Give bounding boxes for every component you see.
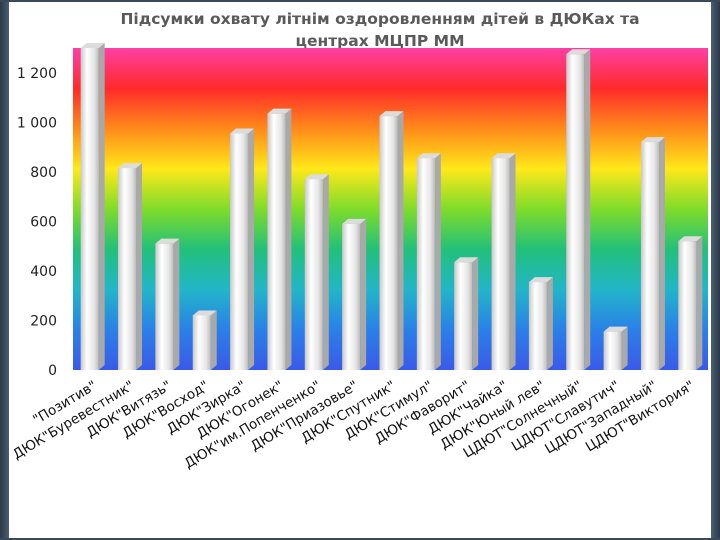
- bar-side: [397, 111, 404, 370]
- bar-top: [80, 43, 105, 48]
- chart-title-line-2: центрах МЦПР ММ: [295, 32, 465, 50]
- bar-front: [379, 116, 398, 370]
- slide-frame-top: [0, 0, 720, 2]
- bar: [491, 153, 516, 370]
- bar-top: [566, 49, 591, 55]
- y-tick-label: 200: [30, 313, 57, 329]
- bar-top: [603, 326, 628, 332]
- bar-front: [192, 315, 211, 370]
- bar: [678, 236, 703, 370]
- bar-top: [416, 153, 441, 159]
- bar-front: [528, 282, 547, 370]
- x-axis: "Позитив"ДЮК"Буревестник"ДЮК"Витязь"ДЮК"…: [10, 378, 697, 472]
- bar-side: [248, 128, 255, 370]
- chart-title-line-1: Підсумки охвату літнім оздоровленням діт…: [120, 10, 640, 28]
- bar: [342, 218, 367, 370]
- bar: [80, 43, 105, 370]
- bar-front: [342, 223, 361, 370]
- y-axis: 0 200 400 600 800 1 000 1 200: [17, 66, 57, 379]
- bar-side: [285, 108, 292, 370]
- bar: [566, 49, 591, 370]
- bar-front: [80, 48, 99, 370]
- bar-front: [304, 179, 323, 370]
- bar-side: [434, 153, 441, 370]
- bar-side: [98, 43, 105, 370]
- bar-front: [230, 133, 249, 370]
- bar-side: [210, 310, 217, 370]
- y-tick-label: 1 200: [17, 66, 57, 82]
- bar-front: [566, 54, 585, 370]
- bar: [230, 128, 255, 370]
- bar-top: [491, 153, 516, 159]
- y-tick-label: 600: [30, 214, 57, 230]
- bar-top: [379, 111, 404, 117]
- bar-top: [528, 277, 553, 283]
- bar: [640, 137, 665, 370]
- bar: [267, 108, 292, 370]
- bar-top: [267, 108, 292, 114]
- bar-front: [678, 241, 697, 370]
- slide-frame-bottom: [0, 538, 720, 540]
- bar: [454, 257, 479, 370]
- slide-frame-left: [0, 0, 9, 540]
- bar-top: [454, 257, 479, 263]
- bar: [416, 153, 441, 370]
- bar: [118, 163, 143, 370]
- bar-side: [658, 137, 665, 370]
- bar-side: [621, 326, 628, 370]
- bar-front: [454, 262, 473, 370]
- bar-side: [696, 236, 703, 370]
- bar-front: [267, 113, 286, 370]
- bar: [379, 111, 404, 370]
- bar-front: [640, 142, 659, 370]
- bar-front: [118, 168, 137, 370]
- bar-side: [322, 174, 329, 370]
- bar: [192, 310, 217, 370]
- y-tick-label: 400: [30, 264, 57, 280]
- y-tick-label: 1 000: [17, 115, 57, 131]
- chart-title: Підсумки охвату літнім оздоровленням діт…: [60, 8, 700, 52]
- bar-top: [342, 218, 367, 224]
- bar-side: [136, 163, 143, 370]
- bar-top: [304, 174, 329, 180]
- bar: [603, 326, 628, 370]
- slide-frame-right: [711, 0, 720, 540]
- bar-side: [173, 238, 180, 370]
- bar-front: [155, 243, 174, 370]
- bar-top: [640, 137, 665, 143]
- bars: [80, 43, 703, 370]
- bar-side: [472, 257, 479, 370]
- bar-side: [360, 218, 367, 370]
- bar-top: [155, 238, 180, 244]
- y-tick-label: 0: [48, 363, 57, 379]
- bar: [528, 277, 553, 370]
- bar-side: [584, 49, 591, 370]
- bar-top: [678, 236, 703, 242]
- bar-side: [546, 277, 553, 370]
- bar-front: [416, 158, 435, 370]
- bar-side: [509, 153, 516, 370]
- bar-front: [491, 158, 510, 370]
- bar: [155, 238, 180, 370]
- bar-front: [603, 331, 622, 370]
- bar-top: [192, 310, 217, 316]
- bar-top: [118, 163, 143, 169]
- y-tick-label: 800: [30, 165, 57, 181]
- bar-top: [230, 128, 255, 134]
- bar: [304, 174, 329, 370]
